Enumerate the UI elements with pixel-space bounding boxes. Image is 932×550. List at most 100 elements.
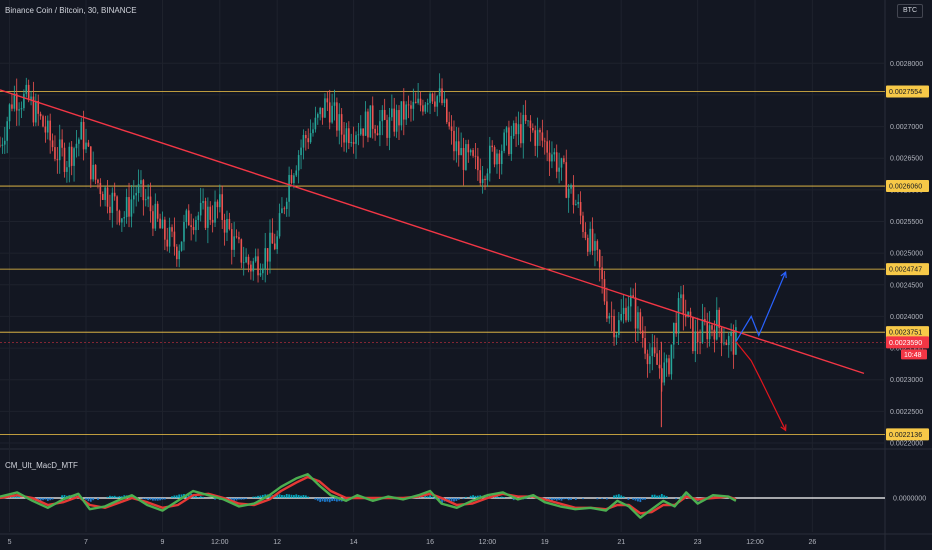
macd-histogram-bar [254,496,257,498]
candle-body [290,174,293,184]
candle-body [670,344,673,375]
candle-body [443,99,446,104]
candle-body [431,93,434,102]
y-tick-label: 0.0028000 [890,61,923,68]
candle-body [161,219,164,229]
x-tick-label: 7 [84,539,88,546]
price-candles [0,73,737,428]
candle-body [520,124,522,144]
candle-body [238,237,240,240]
currency-badge[interactable]: BTC [897,4,923,18]
macd-histogram-bar [448,498,451,502]
y-tick-label: 0.0025500 [890,219,923,226]
macd-histogram-bar [455,498,458,501]
candle-body [144,199,147,201]
candle-body [610,315,613,317]
candle-body [156,203,159,219]
candle-body [414,101,417,103]
candle-body [486,173,489,181]
level-tag [886,180,929,193]
macd-histogram-bar [472,495,474,498]
candle-body [113,192,116,197]
projection-down-arrow-head [780,424,787,432]
candle-body [603,279,606,302]
level-tag-label: 0.0023751 [889,330,922,337]
macd-histogram-bar [230,498,233,500]
candle-body [512,123,515,136]
candle-body [608,315,611,319]
candle-body [548,152,551,162]
candle-body [460,148,462,156]
trend-drawings [0,89,865,432]
candle-body [266,248,269,262]
candle-body [405,104,407,120]
candle-body [73,148,75,166]
level-tag-label: 0.0026060 [889,184,922,191]
candle-body [202,201,204,203]
candle-body [379,121,381,136]
candle-body [316,114,319,118]
candle-body [106,187,109,207]
macd-histogram-bar [632,498,635,500]
candle-body [419,98,422,106]
macd-pane: 0.0000000 [0,473,926,519]
candle-body [340,114,343,135]
candle-body [598,250,601,268]
candle-body [149,196,152,212]
macd-histogram-bar [87,498,90,502]
x-tick-label: 12:00 [479,539,497,546]
last-price-tag [886,336,929,349]
macd-histogram-bar [242,498,245,500]
candle-body [166,239,169,247]
candle-body [152,211,154,229]
macd-histogram-bar [245,498,247,500]
macd-histogram-bar [144,498,147,500]
candle-body [20,108,23,110]
x-tick-label: 12:00 [211,539,229,546]
macd-histogram-bar [257,495,259,498]
macd-histogram-bar [429,495,431,498]
candle-body [553,152,556,155]
macd-histogram-bar [665,496,668,498]
macd-histogram-bar [551,498,553,501]
candle-body [245,256,247,263]
indicator-title[interactable]: CM_Ult_MacD_MTF [5,461,78,470]
trend-line [0,89,865,375]
candle-body [625,307,627,321]
macd-histogram-bar [465,496,467,498]
macd-histogram-bar [154,498,157,501]
candle-body [395,110,398,132]
macd-histogram-bar [297,495,300,498]
candle-body [725,342,728,346]
macd-histogram-bar [42,498,44,501]
macd-histogram-bar [89,498,92,502]
macd-histogram-bar [565,498,568,500]
macd-histogram-bar [199,496,202,498]
candle-body [684,314,687,318]
candle-body [584,232,587,238]
macd-histogram-bar [500,496,503,498]
macd-histogram-bar [85,498,87,500]
candle-body [230,229,233,250]
candle-body [730,332,732,337]
candle-body [159,218,161,229]
macd-histogram-bar [622,496,625,498]
macd-histogram-bar [314,498,317,500]
candle-body [18,109,20,111]
candle-body [402,101,405,120]
candle-body [314,117,317,130]
macd-histogram-bar [175,495,178,498]
x-tick-label: 14 [350,539,358,546]
macd-histogram-bar [324,498,326,502]
candle-body [708,325,711,340]
macd-histogram-bar [113,495,116,498]
candle-body [130,199,133,217]
candle-body [503,132,505,151]
candle-body [121,218,123,223]
macd-histogram-bar [424,496,427,498]
candle-body [1,144,4,146]
macd-histogram-bar [555,498,558,501]
